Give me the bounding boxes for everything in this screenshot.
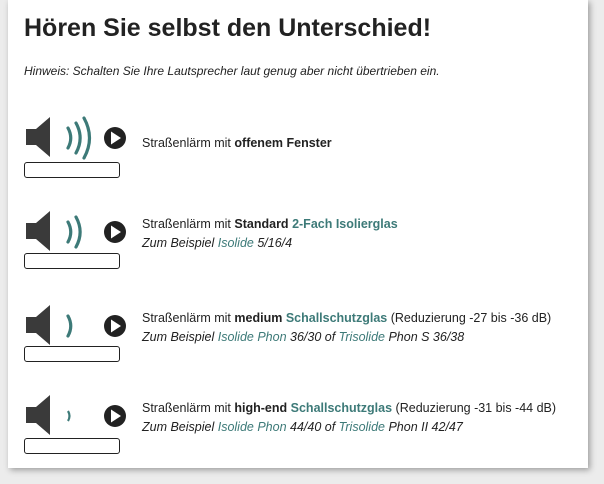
product-link[interactable]: Schallschutzglas bbox=[290, 401, 393, 415]
product-link[interactable]: 2-Fach Isolierglas bbox=[292, 217, 398, 231]
sound-wave bbox=[66, 126, 73, 150]
row-description: Straßenlärm mit offenem Fenster bbox=[142, 136, 332, 150]
sound-wave bbox=[67, 410, 71, 422]
product-link[interactable]: Isolide Phon bbox=[217, 330, 287, 344]
audio-progress-bar[interactable] bbox=[24, 346, 120, 362]
sound-wave bbox=[74, 215, 82, 249]
audio-progress-bar[interactable] bbox=[24, 162, 120, 178]
product-link[interactable]: Isolide Phon bbox=[217, 420, 287, 434]
sound-wave bbox=[66, 220, 73, 244]
speaker-volume-icon bbox=[26, 211, 126, 251]
row-description: Straßenlärm mit Standard 2-Fach Isolierg… bbox=[142, 217, 398, 250]
play-button[interactable] bbox=[104, 315, 126, 337]
audio-progress-bar[interactable] bbox=[24, 438, 120, 454]
product-link[interactable]: Isolide bbox=[217, 236, 254, 250]
content-card: Hören Sie selbst den Unterschied! Hinwei… bbox=[8, 0, 588, 468]
row-description: Straßenlärm mit medium Schallschutzglas … bbox=[142, 311, 552, 344]
audio-progress-bar[interactable] bbox=[24, 253, 120, 269]
sound-wave bbox=[74, 121, 82, 155]
speaker-volume-icon bbox=[26, 116, 126, 160]
product-link[interactable]: Trisolide bbox=[338, 330, 385, 344]
row-description: Straßenlärm mit high-end Schallschutzgla… bbox=[142, 401, 557, 434]
play-button[interactable] bbox=[104, 221, 126, 243]
sound-wave bbox=[82, 116, 92, 160]
speaker-volume-icon bbox=[26, 305, 126, 345]
speaker-volume-icon bbox=[26, 395, 126, 435]
play-button[interactable] bbox=[104, 405, 126, 427]
page-title: Hören Sie selbst den Unterschied! bbox=[24, 14, 432, 42]
product-link[interactable]: Schallschutzglas bbox=[285, 311, 388, 325]
hint-text: Hinweis: Schalten Sie Ihre Lautsprecher … bbox=[24, 64, 440, 78]
sound-wave bbox=[66, 314, 73, 338]
product-link[interactable]: Trisolide bbox=[338, 420, 385, 434]
play-button[interactable] bbox=[104, 127, 126, 149]
